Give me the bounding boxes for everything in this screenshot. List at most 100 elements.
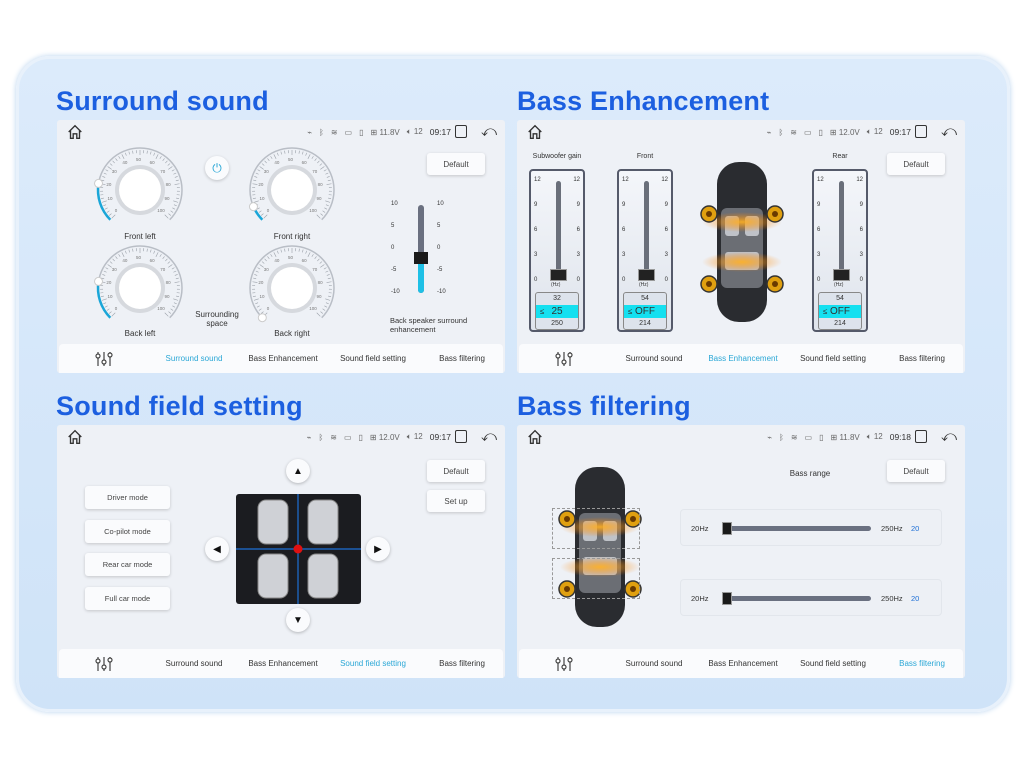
le-symbol: ≤ [540,307,545,316]
tab-surround-sound[interactable]: Surround sound [625,659,683,668]
tab-sound-field-setting[interactable]: Sound field setting [340,659,406,668]
gauge-label: Front [636,153,654,160]
default-button[interactable]: Default [427,153,485,175]
slider-thumb[interactable] [414,251,428,264]
rear-gauge[interactable]: 12 12 9 9 6 6 3 3 0 0 (Hz) 54 ≤ OFF 214 [812,169,868,332]
home-icon[interactable] [66,123,84,141]
slider-track[interactable] [418,205,424,293]
sd-card-icon: ▯ [819,432,824,442]
dial-back-right[interactable]: 0 10 20 30 40 50 60 70 80 90 100 [246,242,338,334]
copilot-mode-button[interactable]: Co-pilot mode [85,520,170,543]
dial-tick-label: 60 [301,160,307,166]
recent-apps-icon[interactable] [455,125,467,138]
tab-bass-filtering[interactable]: Bass filtering [439,354,485,363]
gauge-track [839,181,844,276]
driver-mode-button[interactable]: Driver mode [85,486,170,509]
selected-value: OFF [830,306,850,317]
power-button[interactable]: ⏻ [205,156,229,180]
left-arrow-button[interactable]: ◀ [205,537,229,561]
tab-bass-enhancement[interactable]: Bass Enhancement [708,659,778,668]
seat-position-grid[interactable] [236,494,361,604]
battery-icon: ▭ [804,432,813,442]
dial-tick-label: 10 [259,196,265,202]
dial-tick-label: 10 [259,294,265,300]
tab-sound-field-setting[interactable]: Sound field setting [800,659,866,668]
slider-value: 20 [911,594,920,603]
slider-thumb[interactable] [722,522,732,535]
default-button[interactable]: Default [427,460,485,482]
tab-surround-sound[interactable]: Surround sound [165,659,223,668]
slider-track[interactable] [723,596,871,601]
tab-bass-filtering[interactable]: Bass filtering [899,354,945,363]
tick-label: 0 [664,277,668,283]
home-icon[interactable] [66,428,84,446]
dial-tick-label: 20 [258,182,264,188]
surround-sound-screen: ⌁ ᛒ ≋ ▭ ▯ ⊞ 11.8V 🔈︎ 12 09:17 ⤺ Default … [57,120,505,373]
up-arrow-button[interactable]: ▲ [286,459,310,483]
rear-car-mode-button[interactable]: Rear car mode [85,553,170,576]
right-arrow-button[interactable]: ▶ [366,537,390,561]
tab-bass-enhancement[interactable]: Bass Enhancement [708,354,778,363]
gauge-knob[interactable] [550,269,567,281]
equalizer-icon[interactable] [555,655,573,673]
tick-label: 6 [817,227,821,233]
set-up-button[interactable]: Set up [427,490,485,512]
usb-icon: ⌁ [307,127,313,137]
equalizer-icon[interactable] [95,655,113,673]
frequency-selector[interactable]: 54 ≤ OFF 214 [623,292,667,330]
sd-card-icon: ▯ [359,127,364,137]
min-label: 20Hz [691,594,709,603]
recent-apps-icon[interactable] [915,125,927,138]
tick-label: 3 [859,252,863,258]
tab-bass-enhancement[interactable]: Bass Enhancement [248,659,318,668]
dial-tick-label: 20 [106,182,112,188]
back-speaker-slider[interactable]: 10 10 5 5 0 0 -5 -5 -10 -10 [387,200,457,300]
tick-label: 3 [817,252,821,258]
recent-apps-icon[interactable] [455,430,467,443]
dial-tick-label: 50 [136,157,142,162]
frequency-selector[interactable]: 32 ≤25 250 [535,292,579,330]
dial-front-right[interactable]: 0 10 20 30 40 50 60 70 80 90 100 [246,144,338,236]
equalizer-icon[interactable] [555,350,573,368]
dial-tick-label: 30 [111,267,117,273]
tick-label: 9 [817,202,821,208]
equalizer-icon[interactable] [95,350,113,368]
dial-handle [94,178,104,188]
tick-label: 0 [576,277,580,283]
front-gauge[interactable]: 12 12 9 9 6 6 3 3 0 0 (Hz) 54 ≤ OFF 214 [617,169,673,332]
back-icon[interactable]: ⤺ [480,428,497,445]
down-arrow-button[interactable]: ▼ [286,608,310,632]
dial-tick-label: 70 [312,169,318,175]
tab-bass-enhancement[interactable]: Bass Enhancement [248,354,318,363]
tab-sound-field-setting[interactable]: Sound field setting [340,354,406,363]
default-button[interactable]: Default [887,460,945,482]
back-icon[interactable]: ⤺ [940,123,957,140]
back-icon[interactable]: ⤺ [480,123,497,140]
home-icon[interactable] [526,428,544,446]
frequency-selector[interactable]: 54 ≤ OFF 214 [818,292,862,330]
car-battery-icon: ⊞ [369,432,377,442]
subwoofer-gain-gauge[interactable]: 12 12 9 9 6 6 3 3 0 0 (Hz) 32 ≤25 250 [529,169,585,332]
default-button[interactable]: Default [887,153,945,175]
dial-back-left[interactable]: 0 10 20 30 40 50 60 70 80 90 100 [94,242,186,334]
max-label: 250Hz [881,524,903,533]
tab-surround-sound[interactable]: Surround sound [625,354,683,363]
battery-icon: ▭ [343,432,352,442]
tick-label: 0 [391,245,395,251]
tab-sound-field-setting[interactable]: Sound field setting [800,354,866,363]
dial-front-left[interactable]: 0 10 20 30 40 50 60 70 80 90 100 [94,144,186,236]
recent-apps-icon[interactable] [915,430,927,443]
slider-track[interactable] [723,526,871,531]
slider-thumb[interactable] [722,592,732,605]
gauge-track [556,181,561,276]
tab-bass-filtering[interactable]: Bass filtering [899,659,945,668]
tab-surround-sound[interactable]: Surround sound [165,354,223,363]
status-bar: ⌁ ᛒ ≋ ▭ ▯ ⊞ 11.8V 🔈︎ 12 09:18 ⤺ [517,425,965,450]
full-car-mode-button[interactable]: Full car mode [85,587,170,610]
tab-bass-filtering[interactable]: Bass filtering [439,659,485,668]
back-icon[interactable]: ⤺ [940,428,957,445]
dial-tick-label: 100 [157,208,165,214]
gauge-knob[interactable] [638,269,655,281]
home-icon[interactable] [526,123,544,141]
gauge-knob[interactable] [833,269,850,281]
